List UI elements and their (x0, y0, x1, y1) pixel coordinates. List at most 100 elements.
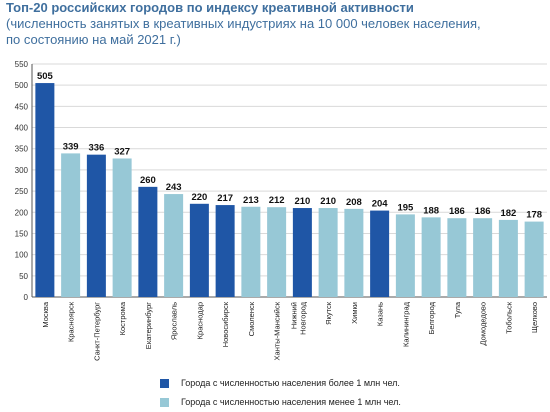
x-tick-label-group: Калининград (401, 301, 410, 347)
bar (370, 210, 390, 297)
x-tick-label-group: Щелково (530, 302, 539, 333)
bar-value-label: 336 (88, 143, 104, 154)
x-tick-label: Домодедово (479, 302, 488, 346)
y-tick-label: 50 (19, 272, 28, 281)
bar (267, 207, 287, 297)
bar-value-label: 186 (449, 206, 465, 217)
x-tick-label-group: Москва (41, 301, 50, 327)
x-tick-label: Ярославль (170, 302, 179, 340)
x-tick-label-group: Домодедово (479, 302, 488, 346)
legend-swatch-large (160, 378, 169, 388)
x-tick-label-group: Кострома (118, 301, 127, 335)
bar-value-label: 210 (294, 196, 310, 207)
x-tick-label: Казань (376, 302, 385, 326)
x-tick-label: Новосибирск (221, 301, 230, 347)
bar-value-label: 505 (37, 71, 54, 82)
bar (292, 208, 312, 297)
x-tick-label: Красноярск (67, 301, 76, 342)
bar-value-label: 204 (372, 199, 389, 210)
bar-value-label: 243 (166, 182, 182, 193)
x-tick-label: Щелково (530, 302, 539, 333)
y-tick-label: 400 (15, 124, 29, 133)
bar (498, 219, 518, 297)
bar-value-label: 220 (191, 192, 207, 203)
bar (395, 214, 415, 297)
x-tick-label-group: Санкт-Петербург (92, 302, 101, 361)
chart-title-block: Топ-20 российских городов по индексу кре… (6, 0, 546, 48)
x-tick-label: Калининград (401, 301, 410, 347)
x-tick-label: Смоленск (247, 301, 256, 336)
bar-value-label: 210 (320, 196, 336, 207)
x-tick-label-group: Ярославль (170, 302, 179, 340)
bar (524, 221, 544, 297)
x-tick-label-group: Казань (376, 302, 385, 326)
bar (241, 206, 261, 297)
y-tick-label: 200 (15, 208, 29, 217)
bar-value-label: 182 (500, 208, 516, 219)
bar-value-label: 212 (269, 195, 285, 206)
x-tick-label: Тула (453, 301, 462, 318)
x-tick-label-group: Краснодар (195, 302, 204, 339)
x-tick-label-group: Тула (453, 301, 462, 318)
bar-value-label: 178 (526, 210, 542, 221)
x-tick-label: Кострома (118, 301, 127, 335)
x-tick-label-group: Белгород (427, 301, 436, 334)
y-tick-label: 450 (15, 102, 29, 111)
x-tick-label: Нижний (289, 302, 298, 329)
bar (344, 208, 364, 297)
x-tick-label: Краснодар (195, 302, 204, 339)
x-tick-label: Белгород (427, 301, 436, 334)
y-tick-label: 0 (24, 293, 29, 302)
bar (138, 186, 158, 297)
legend-item-small: Города с численностью населения менее 1 … (160, 397, 401, 407)
x-tick-label: Новгород (298, 301, 307, 334)
bar (112, 158, 132, 297)
bar-value-label: 217 (217, 193, 233, 204)
x-tick-label-group: Екатеринбург (144, 302, 153, 349)
bar (189, 203, 209, 297)
chart-subtitle-line2: по состоянию на май 2021 г.) (6, 32, 181, 47)
x-tick-label-group: Красноярск (67, 301, 76, 342)
y-tick-label: 150 (15, 229, 29, 238)
chart-subtitle-line1: (численность занятых в креативных индуст… (6, 16, 481, 31)
bar (473, 218, 493, 297)
legend-label-large: Города с численностью населения более 1 … (181, 378, 400, 388)
chart-title: Топ-20 российских городов по индексу кре… (6, 0, 414, 15)
x-tick-label: Химки (350, 302, 359, 324)
x-tick-label-group: Химки (350, 302, 359, 324)
legend-label-small: Города с численностью населения менее 1 … (181, 397, 401, 407)
bar-value-label: 195 (397, 202, 414, 213)
bar-value-label: 260 (140, 175, 156, 186)
x-tick-label: Якутск (324, 301, 333, 325)
x-tick-label-group: Ханты-Мансийск (273, 301, 282, 360)
bar (61, 153, 81, 297)
legend-item-large: Города с численностью населения более 1 … (160, 378, 400, 388)
bar (35, 83, 55, 298)
x-tick-label-group: Тобольск (504, 301, 513, 334)
bar-value-label: 339 (63, 141, 79, 152)
bar-value-label: 188 (423, 205, 439, 216)
x-tick-label-group: Нижний Новгород (289, 301, 307, 334)
bar (447, 218, 467, 297)
x-tick-label: Москва (41, 301, 50, 327)
bar (421, 217, 441, 297)
x-tick-label: Ханты-Мансийск (273, 301, 282, 360)
x-tick-label-group: Новосибирск (221, 301, 230, 347)
x-tick-label: Екатеринбург (144, 302, 153, 349)
y-tick-label: 500 (15, 81, 29, 90)
x-tick-label: Санкт-Петербург (92, 302, 101, 361)
bar-value-label: 186 (475, 206, 491, 217)
bar (86, 154, 106, 297)
y-tick-label: 100 (15, 251, 29, 260)
bar-value-label: 213 (243, 195, 259, 206)
x-tick-label-group: Смоленск (247, 301, 256, 336)
x-tick-label-group: Якутск (324, 301, 333, 325)
bar (164, 194, 184, 297)
bar (215, 205, 235, 297)
x-tick-label: Тобольск (504, 301, 513, 334)
y-tick-label: 250 (15, 187, 29, 196)
bar-value-label: 327 (114, 146, 130, 157)
bar-value-label: 208 (346, 197, 362, 208)
y-tick-label: 550 (15, 60, 29, 69)
